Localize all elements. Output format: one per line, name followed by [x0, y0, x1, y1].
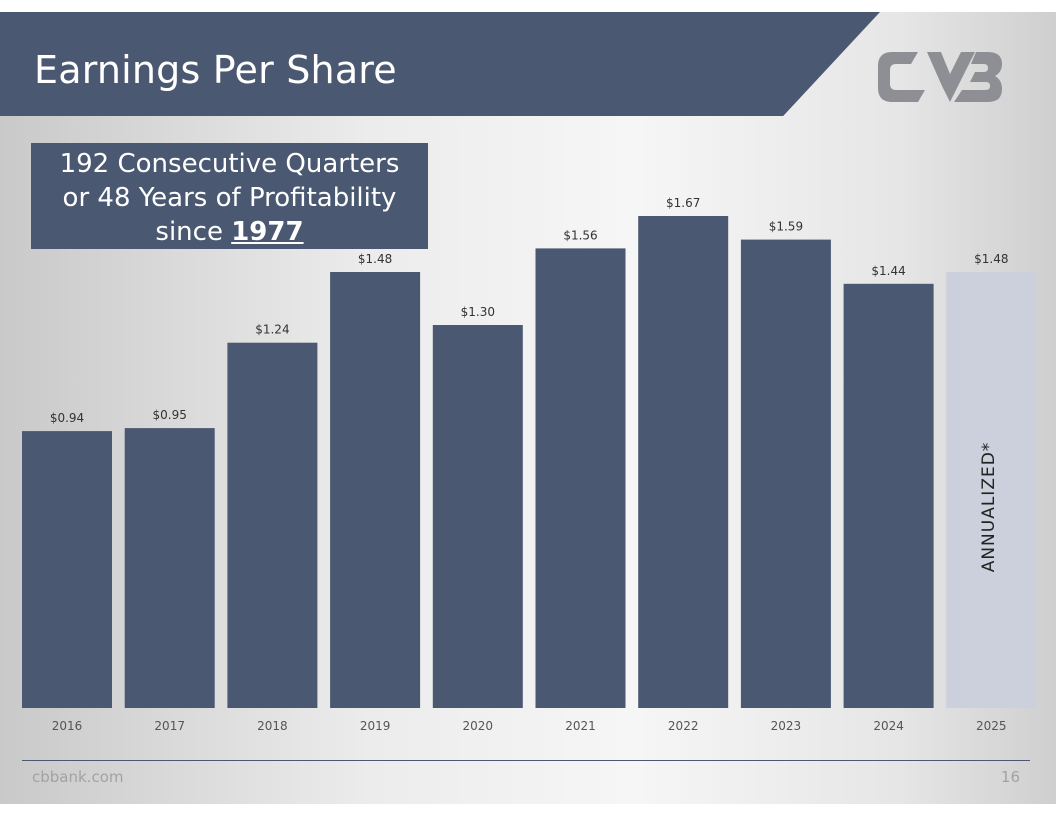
x-tick-2019: 2019 — [360, 719, 391, 733]
data-label-2021: $1.56 — [563, 228, 597, 242]
data-label-2018: $1.24 — [255, 323, 289, 337]
bar-2018 — [227, 342, 318, 708]
bar-2019 — [330, 272, 421, 708]
x-tick-2018: 2018 — [257, 719, 288, 733]
x-tick-2021: 2021 — [565, 719, 596, 733]
x-tick-2024: 2024 — [873, 719, 904, 733]
page-title: Earnings Per Share — [34, 48, 397, 92]
data-label-2023: $1.59 — [769, 220, 803, 234]
x-tick-2016: 2016 — [52, 719, 83, 733]
x-tick-2020: 2020 — [463, 719, 494, 733]
bar-2017 — [124, 428, 215, 708]
bar-2016 — [22, 431, 112, 708]
x-tick-2023: 2023 — [771, 719, 802, 733]
page-number: 16 — [1000, 768, 1020, 786]
x-tick-2022: 2022 — [668, 719, 699, 733]
bar-2022 — [638, 216, 729, 708]
callout-line-3: since 1977 — [31, 215, 428, 249]
bar-2021 — [535, 248, 626, 708]
footer-url: cbbank.com — [32, 768, 124, 786]
data-label-2016: $0.94 — [50, 411, 84, 425]
x-tick-2017: 2017 — [154, 719, 185, 733]
bar-2025 — [946, 272, 1037, 708]
cvb-logo-icon — [878, 52, 1002, 102]
x-tick-2025: 2025 — [976, 719, 1007, 733]
data-label-2017: $0.95 — [153, 408, 187, 422]
profitability-callout: 192 Consecutive Quarters or 48 Years of … — [31, 143, 428, 249]
slide: Earnings Per Share 192 Consecutive Quart… — [0, 12, 1056, 804]
data-label-2022: $1.67 — [666, 196, 700, 210]
annualized-label: ANNUALIZED* — [979, 441, 999, 573]
bar-2023 — [740, 239, 831, 708]
callout-since-text: since — [155, 217, 232, 247]
callout-line-2: or 48 Years of Profitability — [62, 183, 397, 213]
eps-bar-chart: $0.94 2016 $0.95 2017 $1.24 2018 $1.48 2019 $1.3… — [22, 196, 1037, 733]
data-label-2019: $1.48 — [358, 252, 392, 266]
data-label-2020: $1.30 — [461, 305, 495, 319]
data-label-2024: $1.44 — [871, 264, 905, 278]
bar-2020 — [432, 325, 523, 708]
callout-line-1: 192 Consecutive Quarters — [59, 149, 400, 179]
data-label-2025: $1.48 — [974, 252, 1008, 266]
callout-year: 1977 — [231, 217, 304, 247]
bar-2024 — [843, 283, 934, 708]
footer-divider — [22, 760, 1030, 761]
title-band — [0, 12, 880, 116]
